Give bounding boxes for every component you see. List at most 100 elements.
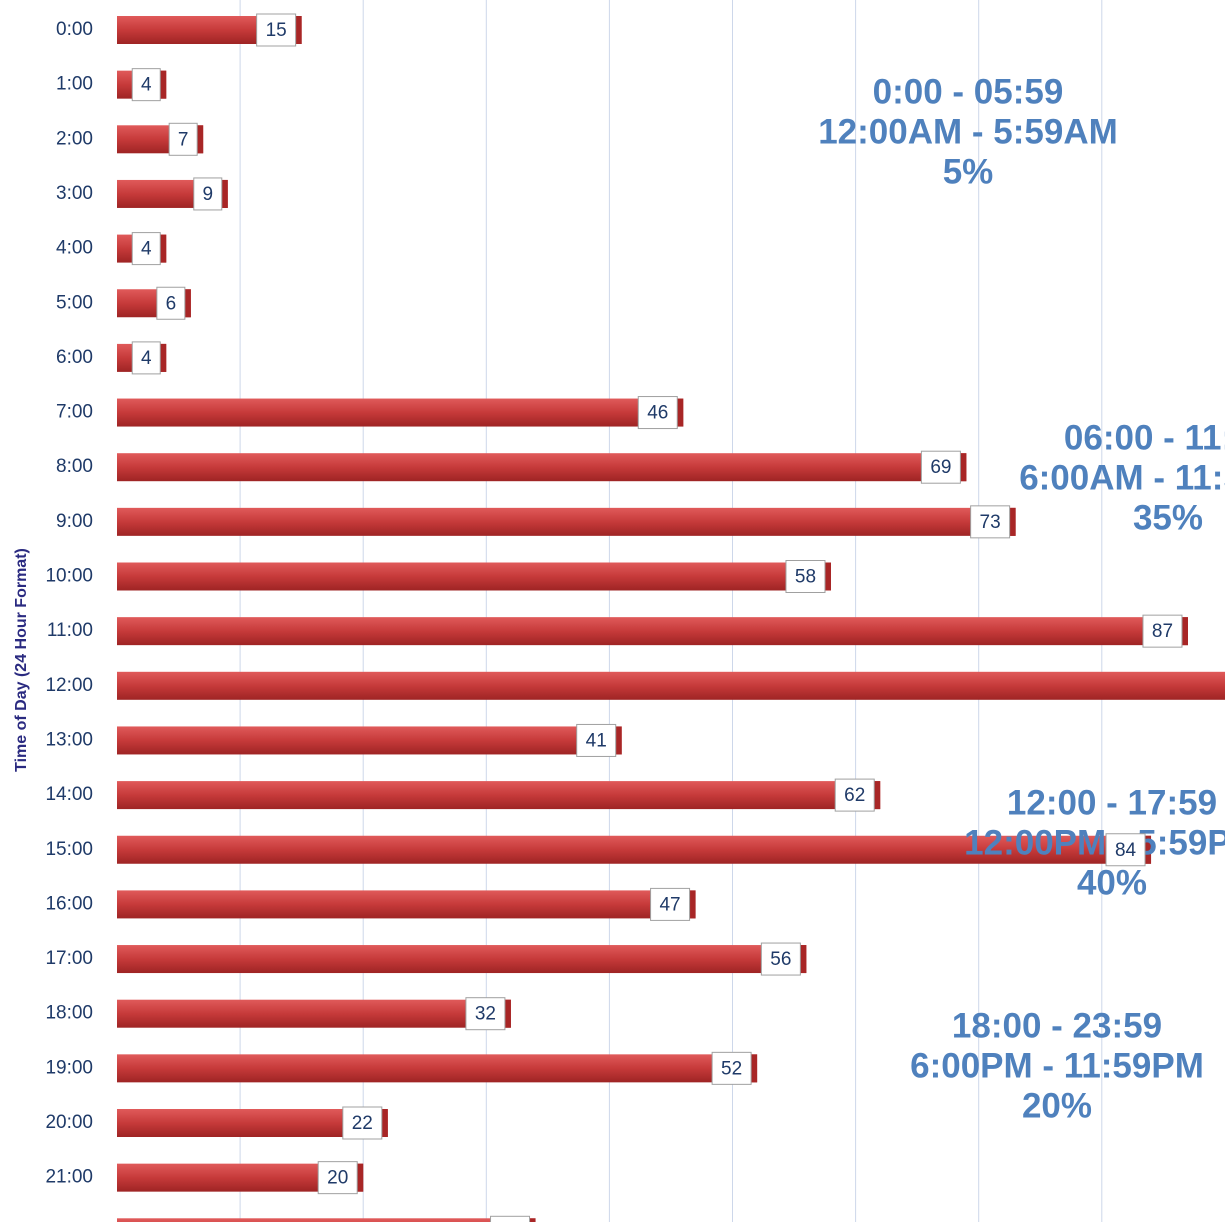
y-tick-label: 18:00 [45, 1003, 93, 1024]
y-tick-label: 13:00 [45, 729, 93, 750]
bar-cap [357, 1163, 364, 1192]
value-label: 58 [795, 567, 816, 588]
bar-cap [751, 1054, 758, 1083]
bar-cap [824, 562, 831, 591]
value-label: 9 [203, 184, 214, 205]
bar-cap [1145, 835, 1152, 864]
value-label: 46 [647, 403, 668, 424]
value-label: 73 [980, 512, 1001, 533]
value-label-box [156, 286, 186, 320]
value-label: 4 [141, 239, 152, 260]
y-tick-label: 17:00 [45, 948, 93, 969]
bar [117, 453, 967, 482]
y-tick-label: 19:00 [45, 1057, 93, 1078]
bar [117, 726, 622, 755]
value-label-box [131, 341, 161, 375]
y-tick-label: 11:00 [47, 620, 93, 641]
value-label: 87 [1152, 621, 1173, 642]
annotation: 6:00PM - 11:59PM [910, 1046, 1204, 1085]
value-label-box [131, 232, 161, 266]
value-label-box [131, 68, 161, 102]
y-tick-label: 8:00 [56, 456, 93, 477]
annotation: 0:00 - 05:59 [873, 72, 1064, 111]
bar [117, 835, 1152, 864]
value-label-box [193, 177, 223, 211]
value-label: 32 [475, 1004, 496, 1025]
bar [117, 562, 831, 591]
bar [117, 507, 1016, 536]
y-tick-label: 5:00 [56, 292, 93, 313]
value-label-box [970, 505, 1011, 539]
bar-cap [800, 945, 807, 974]
value-label: 47 [659, 894, 680, 915]
bar-cap [381, 1109, 388, 1137]
value-label-box [465, 997, 506, 1031]
value-label: 84 [1115, 840, 1137, 861]
value-label: 4 [141, 75, 152, 96]
bar-cap [184, 289, 191, 318]
y-tick-label: 6:00 [56, 347, 93, 368]
value-label: 20 [327, 1168, 348, 1189]
y-tick-label: 3:00 [56, 183, 93, 204]
bar-cap [160, 343, 167, 372]
bar-cap [197, 125, 204, 154]
y-tick-label: 21:00 [45, 1167, 93, 1188]
y-tick-label: 7:00 [56, 402, 93, 423]
y-axis-label: Time of Day (24 Hour Format) [13, 548, 30, 772]
annotation: 6:00AM - 11:59AM [1019, 458, 1225, 497]
bar-cap [960, 453, 967, 482]
bar-cap [160, 70, 167, 99]
value-label-box [834, 778, 875, 812]
value-label: 7 [178, 129, 189, 150]
value-label-box [342, 1106, 383, 1140]
y-tick-label: 9:00 [56, 511, 93, 532]
value-label-box [711, 1051, 752, 1085]
y-tick-label: 12:00 [45, 675, 93, 696]
annotation: 12:00 - 17:59 [1007, 783, 1217, 822]
value-label: 52 [721, 1058, 742, 1079]
annotation: 18:00 - 23:59 [952, 1006, 1162, 1045]
annotation: 12:00AM - 5:59AM [818, 112, 1118, 151]
annotation: 06:00 - 11:59 [1064, 418, 1225, 457]
value-label-box [637, 396, 678, 430]
bar [117, 617, 1188, 646]
annotation: 5% [943, 152, 994, 191]
bar [117, 999, 511, 1028]
value-label-box [490, 1215, 531, 1222]
bar [117, 781, 881, 810]
value-label-box [1105, 833, 1146, 867]
value-label-box [317, 1161, 358, 1195]
value-label: 15 [266, 20, 287, 41]
bar-cap [1181, 617, 1188, 646]
y-tick-label: 14:00 [45, 784, 93, 805]
value-label-box [760, 942, 801, 976]
value-label: 6 [166, 293, 177, 314]
y-tick-label: 1:00 [56, 74, 93, 95]
y-tick-label: 16:00 [45, 893, 93, 914]
value-label-box [920, 450, 961, 484]
value-label-box [256, 13, 297, 47]
bar-cap [160, 234, 167, 263]
y-tick-label: 10:00 [45, 566, 93, 587]
annotation: 40% [1077, 863, 1147, 902]
bar [117, 945, 807, 974]
y-tick-label: 2:00 [56, 128, 93, 149]
value-label-box [576, 723, 617, 757]
bar-cap [677, 398, 684, 427]
bar [117, 671, 1225, 700]
value-label-box [1142, 614, 1183, 648]
value-label-box [168, 122, 198, 156]
y-tick-label: 0:00 [56, 19, 93, 40]
annotation: 20% [1022, 1086, 1092, 1125]
value-label: 4 [141, 348, 152, 369]
y-tick-label: 20:00 [45, 1112, 93, 1133]
y-tick-label: 4:00 [56, 238, 93, 259]
bar [117, 1054, 758, 1083]
bar-cap [295, 16, 302, 44]
value-label-box [650, 887, 691, 921]
y-tick-label: 15:00 [45, 839, 93, 860]
bar-cap [874, 781, 881, 810]
bar-cap [615, 726, 622, 755]
value-label: 69 [930, 457, 951, 478]
